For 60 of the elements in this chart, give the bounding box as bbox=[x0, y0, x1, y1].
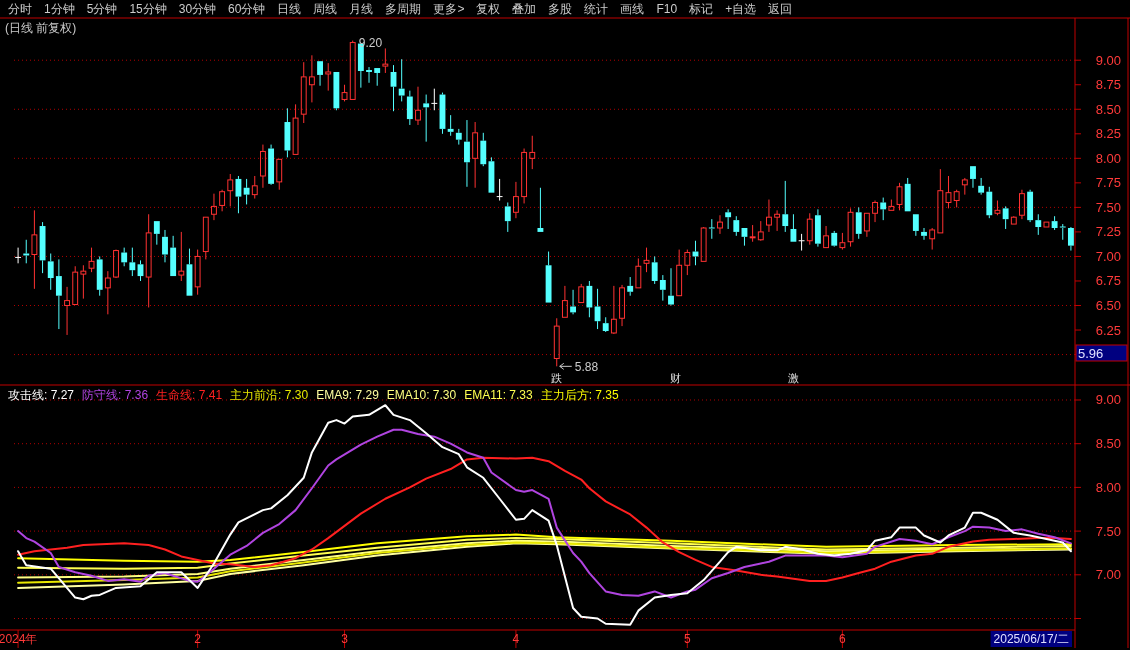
line-series bbox=[17, 404, 1072, 626]
y-tick-label: 8.25 bbox=[1095, 126, 1121, 142]
x-tick-label: 4 bbox=[512, 632, 520, 646]
y-tick-label: 9.00 bbox=[1095, 52, 1121, 68]
annotation: 财 bbox=[669, 372, 681, 384]
text: 标记 bbox=[688, 2, 714, 16]
y-tick-label: 6.75 bbox=[1095, 273, 1121, 289]
text: 2025/06/17/二 bbox=[993, 632, 1069, 646]
y-tick-label: 7.00 bbox=[1095, 567, 1121, 583]
y-tick-label: 8.50 bbox=[1095, 101, 1121, 117]
text: 30分钟 bbox=[178, 2, 217, 16]
text: 日线 bbox=[277, 2, 302, 16]
y-tick-label: 7.00 bbox=[1095, 248, 1121, 264]
text: 分时 bbox=[8, 2, 32, 16]
annotation: 5.88 bbox=[574, 360, 599, 375]
y-tick-label: 6.25 bbox=[1095, 322, 1121, 338]
text: 5分钟 bbox=[86, 2, 118, 16]
text: 1分钟 bbox=[44, 2, 75, 16]
y-tick-label: 6.50 bbox=[1095, 298, 1121, 314]
text: F10 bbox=[656, 2, 678, 16]
y-tick-label: 7.25 bbox=[1095, 224, 1121, 240]
text: 多周期 bbox=[385, 2, 422, 16]
text: EMA10: 7.30 bbox=[386, 388, 457, 402]
y-tick-label: 8.50 bbox=[1095, 436, 1121, 452]
line-series bbox=[17, 533, 1072, 563]
text: 统计 bbox=[584, 2, 609, 16]
text: EMA9: 7.29 bbox=[316, 388, 380, 402]
text: 防守线: 7.36 bbox=[82, 388, 149, 402]
text: 攻击线: 7.27 bbox=[8, 388, 75, 402]
text: 叠加 bbox=[512, 2, 537, 16]
annotation: 9.20 bbox=[358, 35, 383, 50]
text: 主力后方: 7.35 bbox=[540, 388, 620, 402]
text: +自选 bbox=[725, 2, 757, 16]
text: 多股 bbox=[548, 2, 573, 16]
y-tick-label: 8.00 bbox=[1095, 150, 1121, 166]
text: 15分钟 bbox=[129, 2, 167, 16]
line-series bbox=[17, 456, 1072, 582]
y-tick-label: 8.75 bbox=[1095, 77, 1121, 93]
text: 主力前沿: 7.30 bbox=[230, 388, 309, 402]
text: 画线 bbox=[620, 2, 645, 16]
annotation: 激 bbox=[787, 372, 799, 384]
y-tick-label: 8.00 bbox=[1095, 479, 1121, 495]
text: 5.96 bbox=[1078, 345, 1104, 361]
text: 周线 bbox=[313, 2, 338, 16]
line-series bbox=[17, 537, 1072, 570]
text: 生命线: 7.41 bbox=[156, 388, 223, 402]
text: 复权 bbox=[476, 2, 501, 16]
y-tick-label: 9.00 bbox=[1095, 392, 1121, 408]
y-tick-label: 7.50 bbox=[1095, 199, 1121, 215]
y-tick-label: 7.75 bbox=[1095, 175, 1121, 191]
chart-title: (日线 前复权) bbox=[5, 21, 77, 35]
text: 60分钟 bbox=[228, 2, 266, 16]
y-tick-label: 7.50 bbox=[1095, 523, 1121, 539]
line-series bbox=[17, 428, 1072, 599]
x-tick-label: 2024年 bbox=[0, 632, 38, 646]
text: 更多> bbox=[433, 2, 465, 16]
annotation: 跌 bbox=[551, 372, 563, 384]
text: 返回 bbox=[768, 2, 793, 16]
text: EMA11: 7.33 bbox=[464, 388, 534, 402]
text: 月线 bbox=[349, 2, 374, 16]
